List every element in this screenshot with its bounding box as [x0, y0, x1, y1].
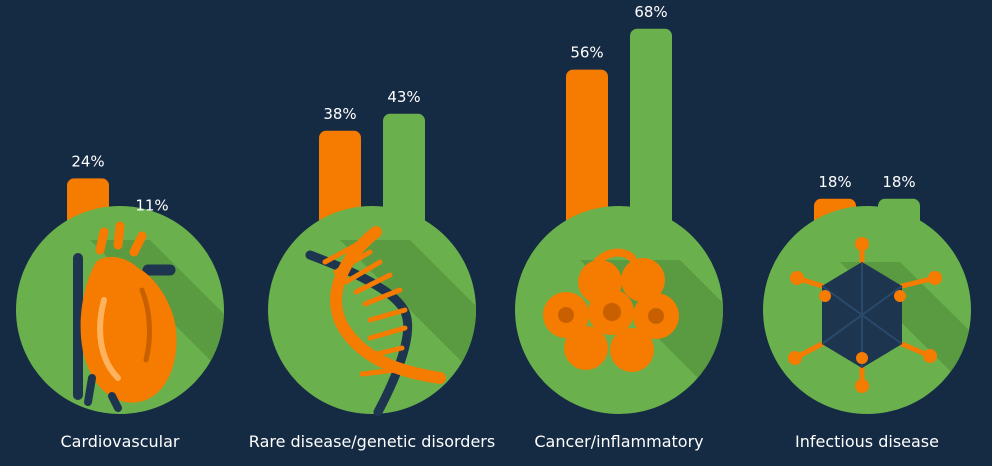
cancer-cells-icon: [543, 248, 679, 372]
category-group-cardiovascular: [16, 206, 224, 414]
data-label-cancer-inflammatory-series-1: 56%: [570, 44, 603, 62]
virus-icon: [788, 237, 942, 393]
data-label-infectious-disease-series-1: 18%: [818, 173, 851, 191]
data-label-rare-disease-genetic-disorders-series-1: 38%: [323, 105, 356, 123]
data-label-cardiovascular-series-1: 24%: [71, 152, 104, 170]
category-group-rare-disease: [268, 206, 476, 417]
data-label-rare-disease-genetic-disorders-series-2: 43%: [387, 88, 420, 106]
category-group-cancer: [515, 206, 723, 414]
data-label-cardiovascular-series-2: 11%: [135, 197, 168, 215]
category-label-cardiovascular: Cardiovascular: [60, 432, 179, 451]
icon-shadow: [340, 240, 476, 414]
category-label-infectious-disease: Infectious disease: [795, 432, 939, 451]
category-label-rare-disease-genetic-disorders: Rare disease/genetic disorders: [249, 432, 495, 451]
heart-icon: [73, 221, 177, 412]
data-label-cancer-inflammatory-series-2: 68%: [634, 3, 667, 21]
data-label-infectious-disease-series-2: 18%: [882, 173, 915, 191]
category-group-infectious: [763, 206, 971, 414]
category-label-cancer-inflammatory: Cancer/inflammatory: [534, 432, 703, 451]
dna-icon: [305, 226, 446, 417]
